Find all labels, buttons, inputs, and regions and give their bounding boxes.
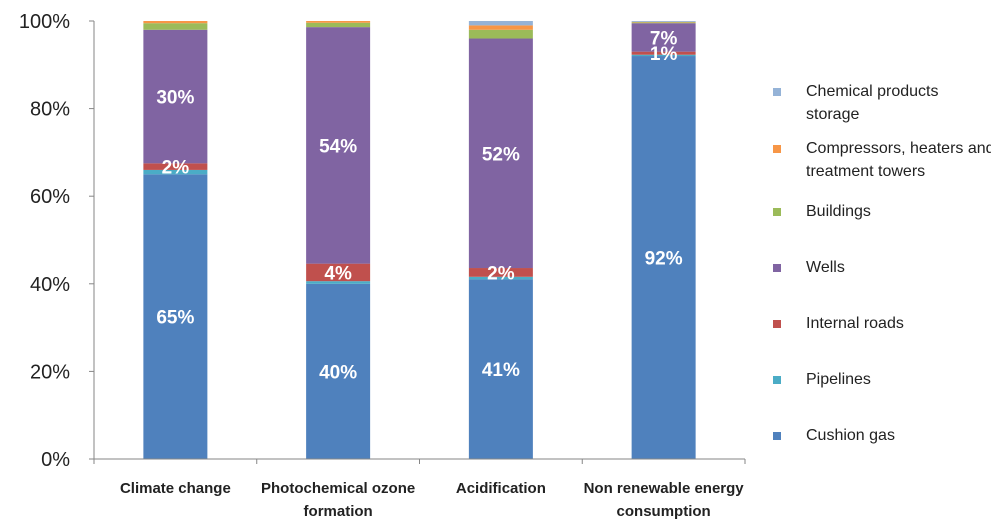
legend-swatch <box>773 208 781 216</box>
data-label: 4% <box>324 263 352 284</box>
data-label: 65% <box>156 308 194 329</box>
data-label: 92% <box>645 249 683 270</box>
bar-segment-pipelines <box>468 276 533 280</box>
y-tick-label: 40% <box>30 274 70 296</box>
y-axis: 0% 20% 40% 60% 80% 100% <box>19 11 95 471</box>
bar-segment-buildings <box>468 29 533 39</box>
x-category-label: Acidification <box>456 480 546 497</box>
legend-label: Cushion gas <box>806 427 895 444</box>
x-category-label: Non renewable energy <box>584 480 745 497</box>
bar-segment-buildings <box>631 22 696 24</box>
legend-label: Internal roads <box>806 315 904 332</box>
data-labels: 65% 2% 30% 40% 4% 54% 41% 2% 52% 92% 1%7% <box>156 28 682 383</box>
y-tick-label: 60% <box>30 186 70 208</box>
bar-segment-internal-roads <box>631 51 696 55</box>
bar-segment-wells <box>306 27 371 264</box>
legend-swatch <box>773 88 781 96</box>
x-category-label: formation <box>304 503 373 519</box>
legend-swatch <box>773 145 781 153</box>
bar-segment-cushion-gas <box>631 56 696 459</box>
y-tick-label: 100% <box>19 11 70 33</box>
data-label: 2% <box>487 263 515 284</box>
bar-segment-compressors-heaters-and-treatment-towers <box>468 25 533 30</box>
x-category-label: consumption <box>617 503 711 519</box>
bar-segment-wells <box>631 23 696 52</box>
legend-swatch <box>773 320 781 328</box>
data-label: 41% <box>482 360 520 381</box>
legend-label: Buildings <box>806 203 871 220</box>
x-category-label: Photochemical ozone <box>261 480 415 497</box>
bar-segment-cushion-gas <box>306 283 371 459</box>
bar-segment-internal-roads <box>306 263 371 282</box>
y-tick-label: 0% <box>41 449 70 471</box>
bar-segment-internal-roads <box>143 163 208 170</box>
bar-segment-chemical-products-storage <box>631 21 696 22</box>
data-label: 1% <box>650 44 678 65</box>
bar-segment-buildings <box>143 23 208 30</box>
bars <box>143 21 696 460</box>
legend-label: Compressors, heaters and treatment tower… <box>806 140 991 180</box>
legend-label: Wells <box>806 259 845 276</box>
x-axis: Climate change Photochemical ozone formati… <box>93 458 746 519</box>
legend-swatch <box>773 432 781 440</box>
bar-segment-wells <box>143 29 208 164</box>
y-tick-label: 20% <box>30 361 70 383</box>
bar-segment-compressors-heaters-and-treatment-towers <box>306 21 371 23</box>
bar-segment-wells <box>468 38 533 269</box>
legend-label: Pipelines <box>806 371 871 388</box>
data-label: 40% <box>319 362 357 383</box>
legend-swatch <box>773 376 781 384</box>
bar-segment-pipelines <box>631 54 696 57</box>
bar-segment-pipelines <box>143 169 208 175</box>
data-label: 54% <box>319 136 357 157</box>
bar-segment-pipelines <box>306 281 371 284</box>
x-category-label: Climate change <box>120 480 231 497</box>
bar-segment-compressors-heaters-and-treatment-towers <box>143 21 208 24</box>
bar-segment-buildings <box>306 22 371 28</box>
bar-segment-internal-roads <box>468 268 533 277</box>
bar-segment-cushion-gas <box>468 279 533 459</box>
bar-segment-cushion-gas <box>143 174 208 460</box>
data-label: 52% <box>482 144 520 165</box>
legend-swatch <box>773 264 781 272</box>
data-label: 2% <box>162 158 190 179</box>
data-label: 7% <box>650 28 678 49</box>
bar-segment-chemical-products-storage <box>468 21 533 26</box>
legend-label: Chemical products storage <box>806 83 939 123</box>
data-label: 30% <box>156 88 194 109</box>
y-tick-label: 80% <box>30 99 70 121</box>
